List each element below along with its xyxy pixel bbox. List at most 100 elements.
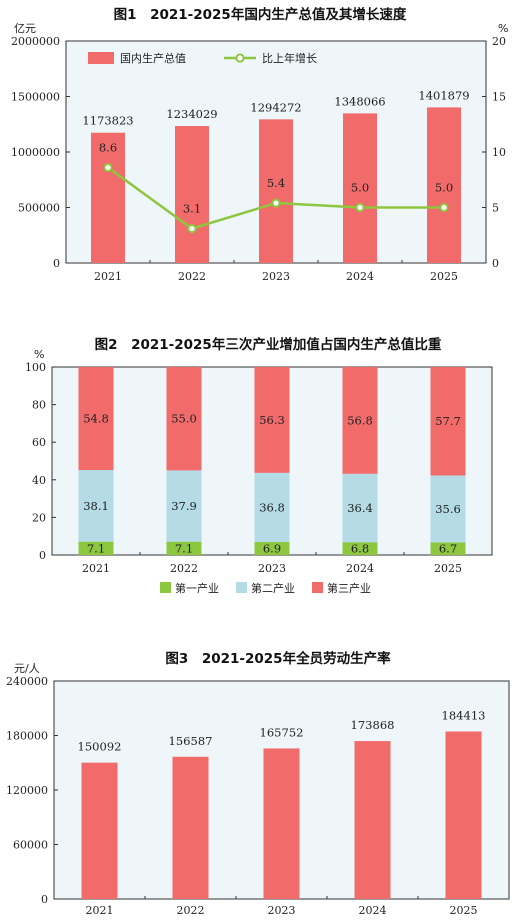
- chart1-y2-unit: %: [498, 22, 508, 35]
- chart1-bar: [259, 119, 293, 263]
- chart1-bar-value-label: 1294272: [250, 100, 301, 114]
- chart1-growth-point: [271, 198, 281, 208]
- chart2-segment-label: 36.4: [347, 501, 373, 515]
- chart3-title: 图3 2021-2025年全员劳动生产率: [165, 650, 391, 667]
- chart1-legend-line-label: 比上年增长: [262, 51, 317, 65]
- chart2-y-tick-label: 100: [25, 361, 46, 374]
- chart1-y-tick-label: 500000: [18, 202, 60, 215]
- chart2-stacked-segment: [78, 367, 114, 471]
- chart2-x-tick-label: 2024: [346, 562, 374, 575]
- chart2-stacked-segment: [430, 542, 466, 555]
- chart2-legend-label: 第一产业: [175, 581, 219, 595]
- chart3-y-tick-label: 240000: [6, 675, 48, 688]
- chart2-segment-label: 7.1: [175, 541, 193, 555]
- chart2-segment-label: 38.1: [83, 499, 109, 513]
- chart3-x-tick-label: 2025: [450, 904, 478, 917]
- chart1-growth-label: 8.6: [99, 141, 117, 155]
- chart1-bar-value-label: 1348066: [334, 94, 385, 108]
- chart1-y-tick-label: 1000000: [11, 146, 60, 159]
- chart2-y-tick-label: 40: [32, 474, 46, 487]
- chart1-y2-tick-label: 20: [492, 35, 506, 48]
- chart1-x-tick-label: 2022: [178, 270, 206, 283]
- chart1-growth-label: 5.0: [351, 181, 369, 195]
- chart2-stacked-segment: [342, 473, 378, 543]
- chart2-segment-label: 6.8: [351, 542, 369, 556]
- chart1-growth-point: [103, 162, 113, 173]
- chart1-growth-point: [355, 202, 365, 213]
- chart1-legend-bar-label: 国内生产总值: [120, 51, 186, 65]
- chart2-segment-label: 56.3: [259, 413, 285, 427]
- chart2-segment-label: 57.7: [435, 414, 461, 428]
- chart1-y-unit: 亿元: [14, 22, 36, 35]
- chart1-bar: [343, 113, 377, 263]
- chart3-y-tick-label: 60000: [13, 839, 48, 852]
- chart2-y-tick-label: 80: [32, 399, 46, 412]
- chart1-y-tick-label: 2000000: [11, 35, 60, 48]
- chart1-title: 图1 2021-2025年国内生产总值及其增长速度: [114, 6, 407, 23]
- chart1-y2-tick-label: 10: [492, 146, 506, 159]
- chart3-bar: [172, 756, 209, 899]
- chart1-growth-point: [187, 223, 197, 234]
- chart3-bar: [263, 748, 300, 899]
- chart2-stacked-segment: [430, 475, 466, 543]
- chart3-y-unit: 元/人: [14, 662, 40, 675]
- chart2-x-tick-label: 2023: [258, 562, 286, 575]
- chart1-x-tick-label: 2023: [262, 270, 290, 283]
- chart2-x-tick-label: 2025: [434, 562, 462, 575]
- chart2-x-tick-label: 2021: [82, 562, 110, 575]
- chart2-legend-label: 第二产业: [251, 581, 295, 595]
- chart2-legend-swatch: [160, 582, 171, 593]
- chart2-stacked-segment: [254, 472, 290, 543]
- chart3-x-tick-label: 2024: [359, 904, 387, 917]
- chart2-legend-label: 第三产业: [327, 581, 371, 595]
- chart2-segment-label: 6.7: [439, 542, 457, 556]
- chart3-bar-value-label: 150092: [78, 740, 122, 754]
- chart1-bar: [175, 126, 209, 263]
- chart2-stacked-segment: [78, 541, 114, 555]
- chart2-y-tick-label: 0: [39, 549, 46, 562]
- chart2-segment-label: 37.9: [171, 499, 197, 513]
- chart2-y-tick-label: 60: [32, 436, 46, 449]
- chart1-y-tick-label: 0: [53, 257, 60, 270]
- chart3-x-tick-label: 2023: [268, 904, 296, 917]
- chart1-y-tick-label: 1500000: [11, 91, 60, 104]
- chart2-segment-label: 6.9: [263, 542, 281, 556]
- chart1-x-tick-label: 2024: [346, 270, 374, 283]
- chart3-x-tick-label: 2022: [177, 904, 205, 917]
- chart2-stacked-segment: [254, 367, 290, 473]
- chart2-stacked-segment: [254, 542, 290, 555]
- chart1-x-tick-label: 2025: [430, 270, 458, 283]
- chart1-y2-tick-label: 15: [492, 91, 506, 104]
- chart3-bar-value-label: 165752: [260, 725, 304, 739]
- chart1-bar-value-label: 1173823: [82, 114, 133, 128]
- chart3-bar: [354, 741, 391, 899]
- chart2-segment-label: 7.1: [87, 541, 105, 555]
- chart2-stacked-segment: [166, 470, 202, 542]
- chart2-stacked-segment: [166, 541, 202, 555]
- chart1-bar: [427, 107, 461, 263]
- chart2-stacked-segment: [342, 542, 378, 555]
- chart2-stacked-segment: [342, 367, 378, 474]
- chart1-y2-tick-label: 5: [492, 202, 499, 215]
- chart1-legend-bar-swatch: [88, 52, 114, 64]
- chart2-y-unit: %: [34, 348, 44, 361]
- chart2-segment-label: 54.8: [83, 412, 109, 426]
- chart2-segment-label: 35.6: [435, 502, 461, 516]
- chart3-bar: [445, 731, 482, 899]
- chart2-segment-label: 36.8: [259, 500, 285, 514]
- chart1-x-tick-label: 2021: [94, 270, 122, 283]
- chart3-bar: [81, 762, 118, 899]
- chart2-stacked-segment: [166, 367, 202, 471]
- chart3-y-tick-label: 180000: [6, 730, 48, 743]
- chart3-bar-value-label: 184413: [442, 708, 486, 722]
- chart1-growth-label: 5.0: [435, 181, 453, 195]
- chart2-stacked-segment: [430, 367, 466, 476]
- chart3-x-tick-label: 2021: [86, 904, 114, 917]
- chart1-bar-value-label: 1401879: [418, 88, 469, 102]
- chart2-segment-label: 56.8: [347, 413, 373, 427]
- chart1-growth-label: 3.1: [183, 202, 201, 216]
- chart1-y2-tick-label: 0: [492, 257, 499, 270]
- chart1-bar: [91, 132, 125, 263]
- chart1-growth-point: [439, 202, 449, 213]
